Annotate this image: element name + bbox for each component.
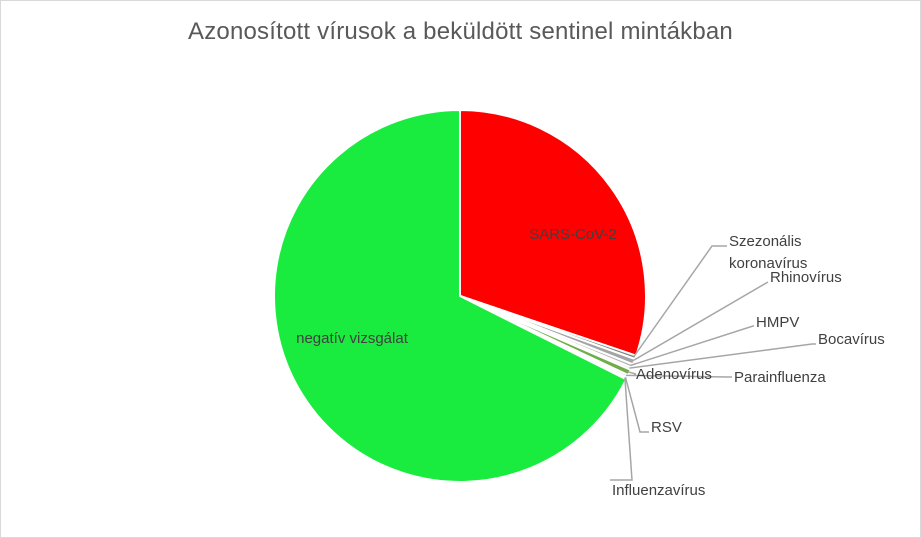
data-label-influenzavirus: Influenzavírus — [612, 482, 705, 499]
data-label-hmpv: HMPV — [756, 314, 799, 331]
data-label-negativ-vizsgalat: negatív vizsgálat — [296, 330, 409, 347]
leader-line-rsv — [624, 376, 649, 433]
data-label-bocavirus: Bocavírus — [818, 331, 885, 348]
leader-line-rhinovirus — [631, 281, 769, 362]
data-label-rhinovirus: Rhinovírus — [770, 269, 842, 286]
pie-slice-negativ-vizsgalat — [273, 108, 628, 483]
leader-line-szezonalis-koronavirus — [633, 245, 727, 358]
leader-line-bocavirus — [629, 343, 816, 369]
leader-line-parainfluenza — [626, 374, 732, 378]
leader-line-influenzavirus — [610, 377, 633, 481]
data-label-adenovirus: Adenovírus — [636, 366, 712, 383]
data-label-parainfluenza: Parainfluenza — [734, 369, 826, 386]
chart-title: Azonosított vírusok a beküldött sentinel… — [188, 18, 733, 45]
leader-line-hmpv — [630, 325, 754, 367]
leader-line-adenovirus — [627, 371, 637, 375]
data-label-sars-cov-2: SARS-CoV-2 — [529, 226, 617, 243]
data-label-szezonalis-koronavirus: Szezonális koronavírus — [729, 233, 807, 272]
data-label-rsv: RSV — [651, 419, 682, 436]
pie-slice-sars-cov-2 — [459, 108, 647, 357]
